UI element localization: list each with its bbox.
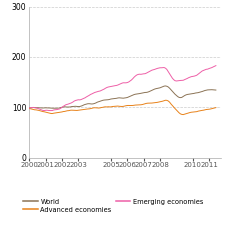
Legend: World, Advanced economies, Emerging economies: World, Advanced economies, Emerging econ… [23,198,203,213]
